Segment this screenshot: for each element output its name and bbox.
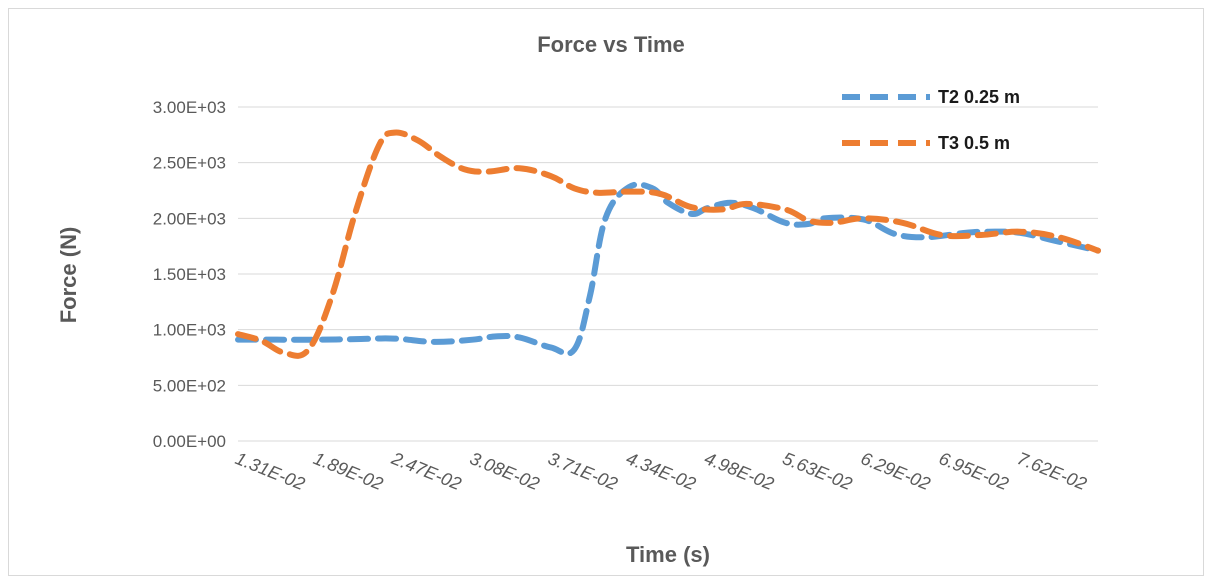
y-tick-label: 5.00E+02 bbox=[153, 376, 226, 395]
gridlines bbox=[238, 106, 1098, 442]
x-tick-label: 2.47E-02 bbox=[388, 448, 464, 494]
y-axis-title: Force (N) bbox=[56, 227, 81, 324]
y-tick-label: 2.00E+03 bbox=[153, 209, 226, 228]
series-lines bbox=[235, 129, 1101, 359]
series-line-1 bbox=[235, 181, 1101, 357]
x-tick-labels: 1.31E-02 1.89E-02 2.47E-02 3.08E-02 3.71E-02… bbox=[233, 448, 1090, 494]
x-tick-label: 6.95E-02 bbox=[936, 448, 1011, 494]
x-tick-label: 5.63E-02 bbox=[780, 448, 855, 494]
y-tick-label: 1.50E+03 bbox=[153, 265, 226, 284]
x-tick-label: 4.34E-02 bbox=[623, 448, 698, 494]
x-tick-label: 3.08E-02 bbox=[467, 448, 542, 494]
x-tick-label: 1.89E-02 bbox=[311, 448, 386, 494]
chart-title: Force vs Time bbox=[537, 32, 685, 57]
legend-label: T3 0.5 m bbox=[938, 133, 1010, 153]
legend: T2 0.25 m T3 0.5 m bbox=[842, 87, 1020, 153]
chart-frame bbox=[8, 8, 1204, 576]
x-tick-label: 6.29E-02 bbox=[858, 448, 933, 494]
y-tick-label: 0.00E+00 bbox=[153, 432, 226, 451]
legend-label: T2 0.25 m bbox=[938, 87, 1020, 107]
x-tick-label: 1.31E-02 bbox=[233, 448, 308, 494]
x-tick-label: 3.71E-02 bbox=[545, 448, 620, 494]
series-line-2 bbox=[235, 129, 1101, 359]
y-tick-labels: 0.00E+00 5.00E+02 1.00E+03 1.50E+03 2.00E+03… bbox=[153, 98, 226, 451]
x-tick-label: 4.98E-02 bbox=[702, 448, 777, 494]
y-tick-label: 3.00E+03 bbox=[153, 98, 226, 117]
x-tick-label: 7.62E-02 bbox=[1014, 448, 1089, 494]
x-axis-title: Time (s) bbox=[626, 542, 710, 567]
y-tick-label: 2.50E+03 bbox=[153, 154, 226, 173]
y-tick-label: 1.00E+03 bbox=[153, 321, 226, 340]
